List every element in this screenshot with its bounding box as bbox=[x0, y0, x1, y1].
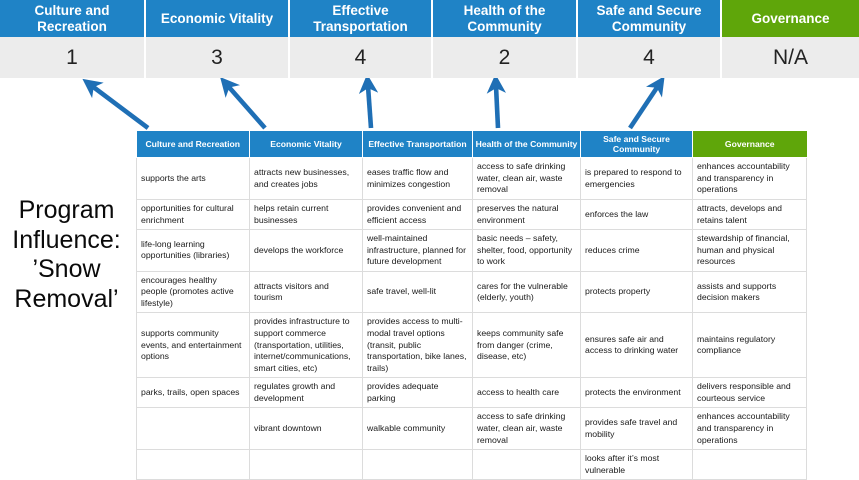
summary-header-culture-and-recreation: Culture and Recreation bbox=[0, 0, 146, 37]
matrix-cell: attracts visitors and tourism bbox=[249, 270, 363, 314]
caption-line-2: Influence: bbox=[12, 225, 121, 254]
summary-value-economic-vitality: 3 bbox=[146, 37, 290, 78]
matrix-cell-highlighted: provides infrastructure to support comme… bbox=[249, 312, 363, 379]
matrix-cell: assists and supports decision makers bbox=[692, 270, 807, 314]
matrix-cell-highlighted: protects property bbox=[580, 270, 693, 314]
matrix-cell-highlighted: provides convenient and efficient access bbox=[362, 198, 473, 231]
matrix-cell: develops the workforce bbox=[249, 229, 363, 272]
summary-header-safe-and-secure-community: Safe and Secure Community bbox=[578, 0, 722, 37]
matrix-cell: maintains regulatory compliance bbox=[692, 312, 807, 379]
matrix-header-cell: Governance bbox=[692, 131, 807, 159]
matrix-cell-highlighted: basic needs – safety, shelter, food, opp… bbox=[472, 229, 581, 272]
matrix-cell-highlighted: is prepared to respond to emergencies bbox=[580, 157, 693, 200]
summary-value-governance: N/A bbox=[722, 37, 859, 78]
summary-value-row: 1 3 4 2 4 N/A bbox=[0, 37, 859, 78]
matrix-row: supports the arts attracts new businesses… bbox=[136, 157, 807, 200]
matrix-cell: reduces crime bbox=[580, 229, 693, 272]
matrix-cell: walkable community bbox=[362, 407, 473, 451]
arrow-health-of-the-community bbox=[486, 78, 506, 129]
matrix-cell: attracts, develops and retains talent bbox=[692, 198, 807, 231]
outcomes-matrix-table: Culture and Recreation Economic Vitality E… bbox=[136, 131, 807, 480]
matrix-cell-highlighted: parks, trails, open spaces bbox=[136, 377, 250, 409]
summary-header-label: Governance bbox=[751, 10, 830, 26]
summary-header-label: Health of the Community bbox=[463, 3, 546, 34]
caption-line-1: Program bbox=[18, 196, 115, 224]
matrix-cell bbox=[136, 407, 250, 451]
outcomes-matrix-container: Culture and Recreation Economic Vitality E… bbox=[136, 131, 807, 480]
summary-header-label: Effective Transportation bbox=[313, 3, 408, 34]
matrix-cell: supports community events, and entertain… bbox=[136, 312, 250, 379]
matrix-cell: protects the environment bbox=[580, 377, 693, 409]
matrix-row: vibrant downtown walkable community access… bbox=[136, 407, 807, 451]
matrix-row: supports community events, and entertain… bbox=[136, 312, 807, 379]
summary-header-label: Safe and Secure Community bbox=[596, 3, 702, 34]
arrows-layer bbox=[82, 78, 665, 130]
summary-header-effective-transportation: Effective Transportation bbox=[290, 0, 433, 37]
matrix-cell-highlighted: safe travel, well-lit bbox=[362, 270, 473, 314]
matrix-cell: preserves the natural environment bbox=[472, 198, 581, 231]
summary-value-health-of-the-community: 2 bbox=[433, 37, 578, 78]
matrix-cell-highlighted: helps retain current businesses bbox=[249, 198, 363, 231]
matrix-header-cell: Economic Vitality bbox=[249, 131, 363, 159]
matrix-cell: supports the arts bbox=[136, 157, 250, 200]
matrix-row: encourages healthy people (promotes acti… bbox=[136, 270, 807, 314]
matrix-header-cell: Culture and Recreation bbox=[136, 131, 250, 159]
matrix-header-row: Culture and Recreation Economic Vitality E… bbox=[136, 131, 807, 159]
matrix-body: supports the arts attracts new businesses… bbox=[136, 157, 807, 480]
summary-header-health-of-the-community: Health of the Community bbox=[433, 0, 578, 37]
matrix-cell: enforces the law bbox=[580, 198, 693, 231]
summary-header-economic-vitality: Economic Vitality bbox=[146, 0, 290, 37]
arrow-culture-and-recreation bbox=[82, 78, 150, 130]
summary-header-label: Culture and Recreation bbox=[34, 3, 110, 34]
matrix-cell: provides adequate parking bbox=[362, 377, 473, 409]
matrix-cell: life-long learning opportunities (librar… bbox=[136, 229, 250, 272]
summary-value-effective-transportation: 4 bbox=[290, 37, 433, 78]
matrix-cell: enhances accountability and transparency… bbox=[692, 157, 807, 200]
summary-value-safe-and-secure-community: 4 bbox=[578, 37, 722, 78]
summary-header-row: Culture and Recreation Economic Vitality… bbox=[0, 0, 859, 37]
matrix-cell: opportunities for cultural enrichment bbox=[136, 198, 250, 231]
matrix-cell-highlighted: provides access to multi-modal travel op… bbox=[362, 312, 473, 379]
matrix-cell: well-maintained infrastructure, planned … bbox=[362, 229, 473, 272]
arrow-effective-transportation bbox=[358, 78, 379, 129]
matrix-header-cell: Safe and Secure Community bbox=[580, 131, 693, 159]
caption-line-4: Removal’ bbox=[14, 284, 119, 313]
caption-line-3: ’Snow bbox=[32, 255, 101, 283]
matrix-row: parks, trails, open spaces regulates grow… bbox=[136, 377, 807, 409]
matrix-cell: access to safe drinking water, clean air… bbox=[472, 157, 581, 200]
matrix-cell: ensures safe air and access to drinking … bbox=[580, 312, 693, 379]
matrix-cell: stewardship of financial, human and phys… bbox=[692, 229, 807, 272]
arrow-economic-vitality bbox=[220, 78, 267, 130]
matrix-cell-highlighted: keeps community safe from danger (crime,… bbox=[472, 312, 581, 379]
matrix-cell-highlighted: provides safe travel and mobility bbox=[580, 407, 693, 451]
matrix-cell: vibrant downtown bbox=[249, 407, 363, 451]
matrix-cell: enhances accountability and transparency… bbox=[692, 407, 807, 451]
summary-score-bar: Culture and Recreation Economic Vitality… bbox=[0, 0, 859, 78]
matrix-cell: regulates growth and development bbox=[249, 377, 363, 409]
program-influence-caption: Program Influence: ’Snow Removal’ bbox=[0, 196, 133, 314]
matrix-cell: delivers responsible and courteous servi… bbox=[692, 377, 807, 409]
matrix-header-cell: Health of the Community bbox=[472, 131, 581, 159]
matrix-cell: access to safe drinking water, clean air… bbox=[472, 407, 581, 451]
matrix-cell-highlighted: eases traffic flow and minimizes congest… bbox=[362, 157, 473, 200]
matrix-row: life-long learning opportunities (librar… bbox=[136, 229, 807, 272]
arrow-safe-and-secure-community bbox=[628, 78, 665, 130]
summary-value-culture-and-recreation: 1 bbox=[0, 37, 146, 78]
matrix-cell: encourages healthy people (promotes acti… bbox=[136, 270, 250, 314]
matrix-cell: access to health care bbox=[472, 377, 581, 409]
summary-header-label: Economic Vitality bbox=[160, 10, 274, 26]
matrix-cell: attracts new businesses, and creates job… bbox=[249, 157, 363, 200]
summary-header-governance: Governance bbox=[722, 0, 859, 37]
matrix-cell-highlighted: cares for the vulnerable (elderly, youth… bbox=[472, 270, 581, 314]
matrix-row: opportunities for cultural enrichment hel… bbox=[136, 198, 807, 231]
matrix-header-cell: Effective Transportation bbox=[362, 131, 473, 159]
